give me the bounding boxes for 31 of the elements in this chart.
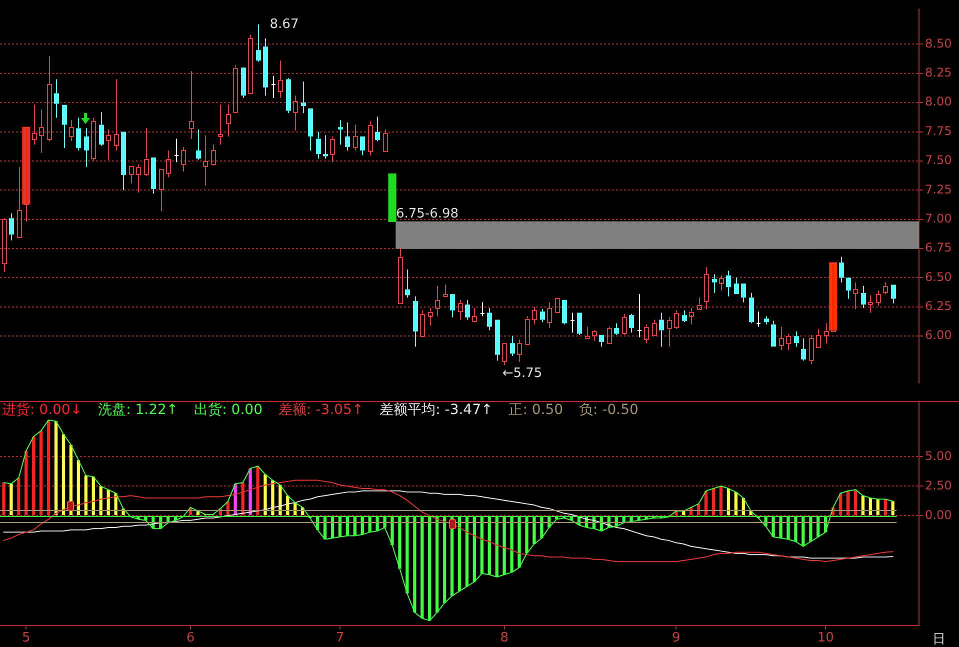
y-tick-label: 8.00 [925, 94, 952, 109]
x-tick-label: 7 [336, 630, 344, 646]
ref-line-label: 负: -0.50 [579, 402, 638, 418]
annotation: 6.75-6.98 [396, 206, 459, 222]
y-tick-label: 6.75 [925, 240, 952, 255]
x-tick-label: 10 [817, 630, 834, 646]
text: 日 [932, 632, 946, 647]
annotation: ←5.75 [502, 366, 542, 382]
y-tick-label: 7.50 [925, 153, 952, 168]
x-tick-label: 8 [500, 630, 508, 646]
y-tick-label: 7.75 [925, 124, 952, 138]
x-tick-label: 9 [672, 630, 680, 646]
text: 出货: 0.00 [194, 402, 262, 418]
y-tick-label: 7.25 [925, 182, 952, 196]
x-tick-label: 5 [22, 630, 30, 646]
x-tick-label: 6 [186, 630, 195, 646]
text: 洗盘: 1.22↑ [98, 402, 178, 418]
y-tick-label: 0.00 [925, 508, 952, 522]
annotation: 8.67 [270, 16, 299, 32]
y-tick-label: 5.00 [925, 448, 952, 463]
y-tick-label: 8.50 [925, 36, 952, 50]
text: 差额平均: -3.47↑ [380, 402, 493, 418]
y-tick-label: 6.25 [925, 299, 952, 314]
y-tick-label: 6.50 [925, 270, 952, 284]
ref-line-label: 正: 0.50 [508, 402, 564, 418]
y-tick-label: 8.25 [925, 66, 952, 80]
y-tick-label: 7.00 [925, 211, 952, 226]
y-tick-label: 2.50 [925, 478, 952, 492]
text: 差额: -3.05↑ [278, 402, 364, 418]
y-tick-label: 6.00 [925, 328, 952, 342]
series-label: 进货: 0.00↓ [2, 402, 82, 418]
